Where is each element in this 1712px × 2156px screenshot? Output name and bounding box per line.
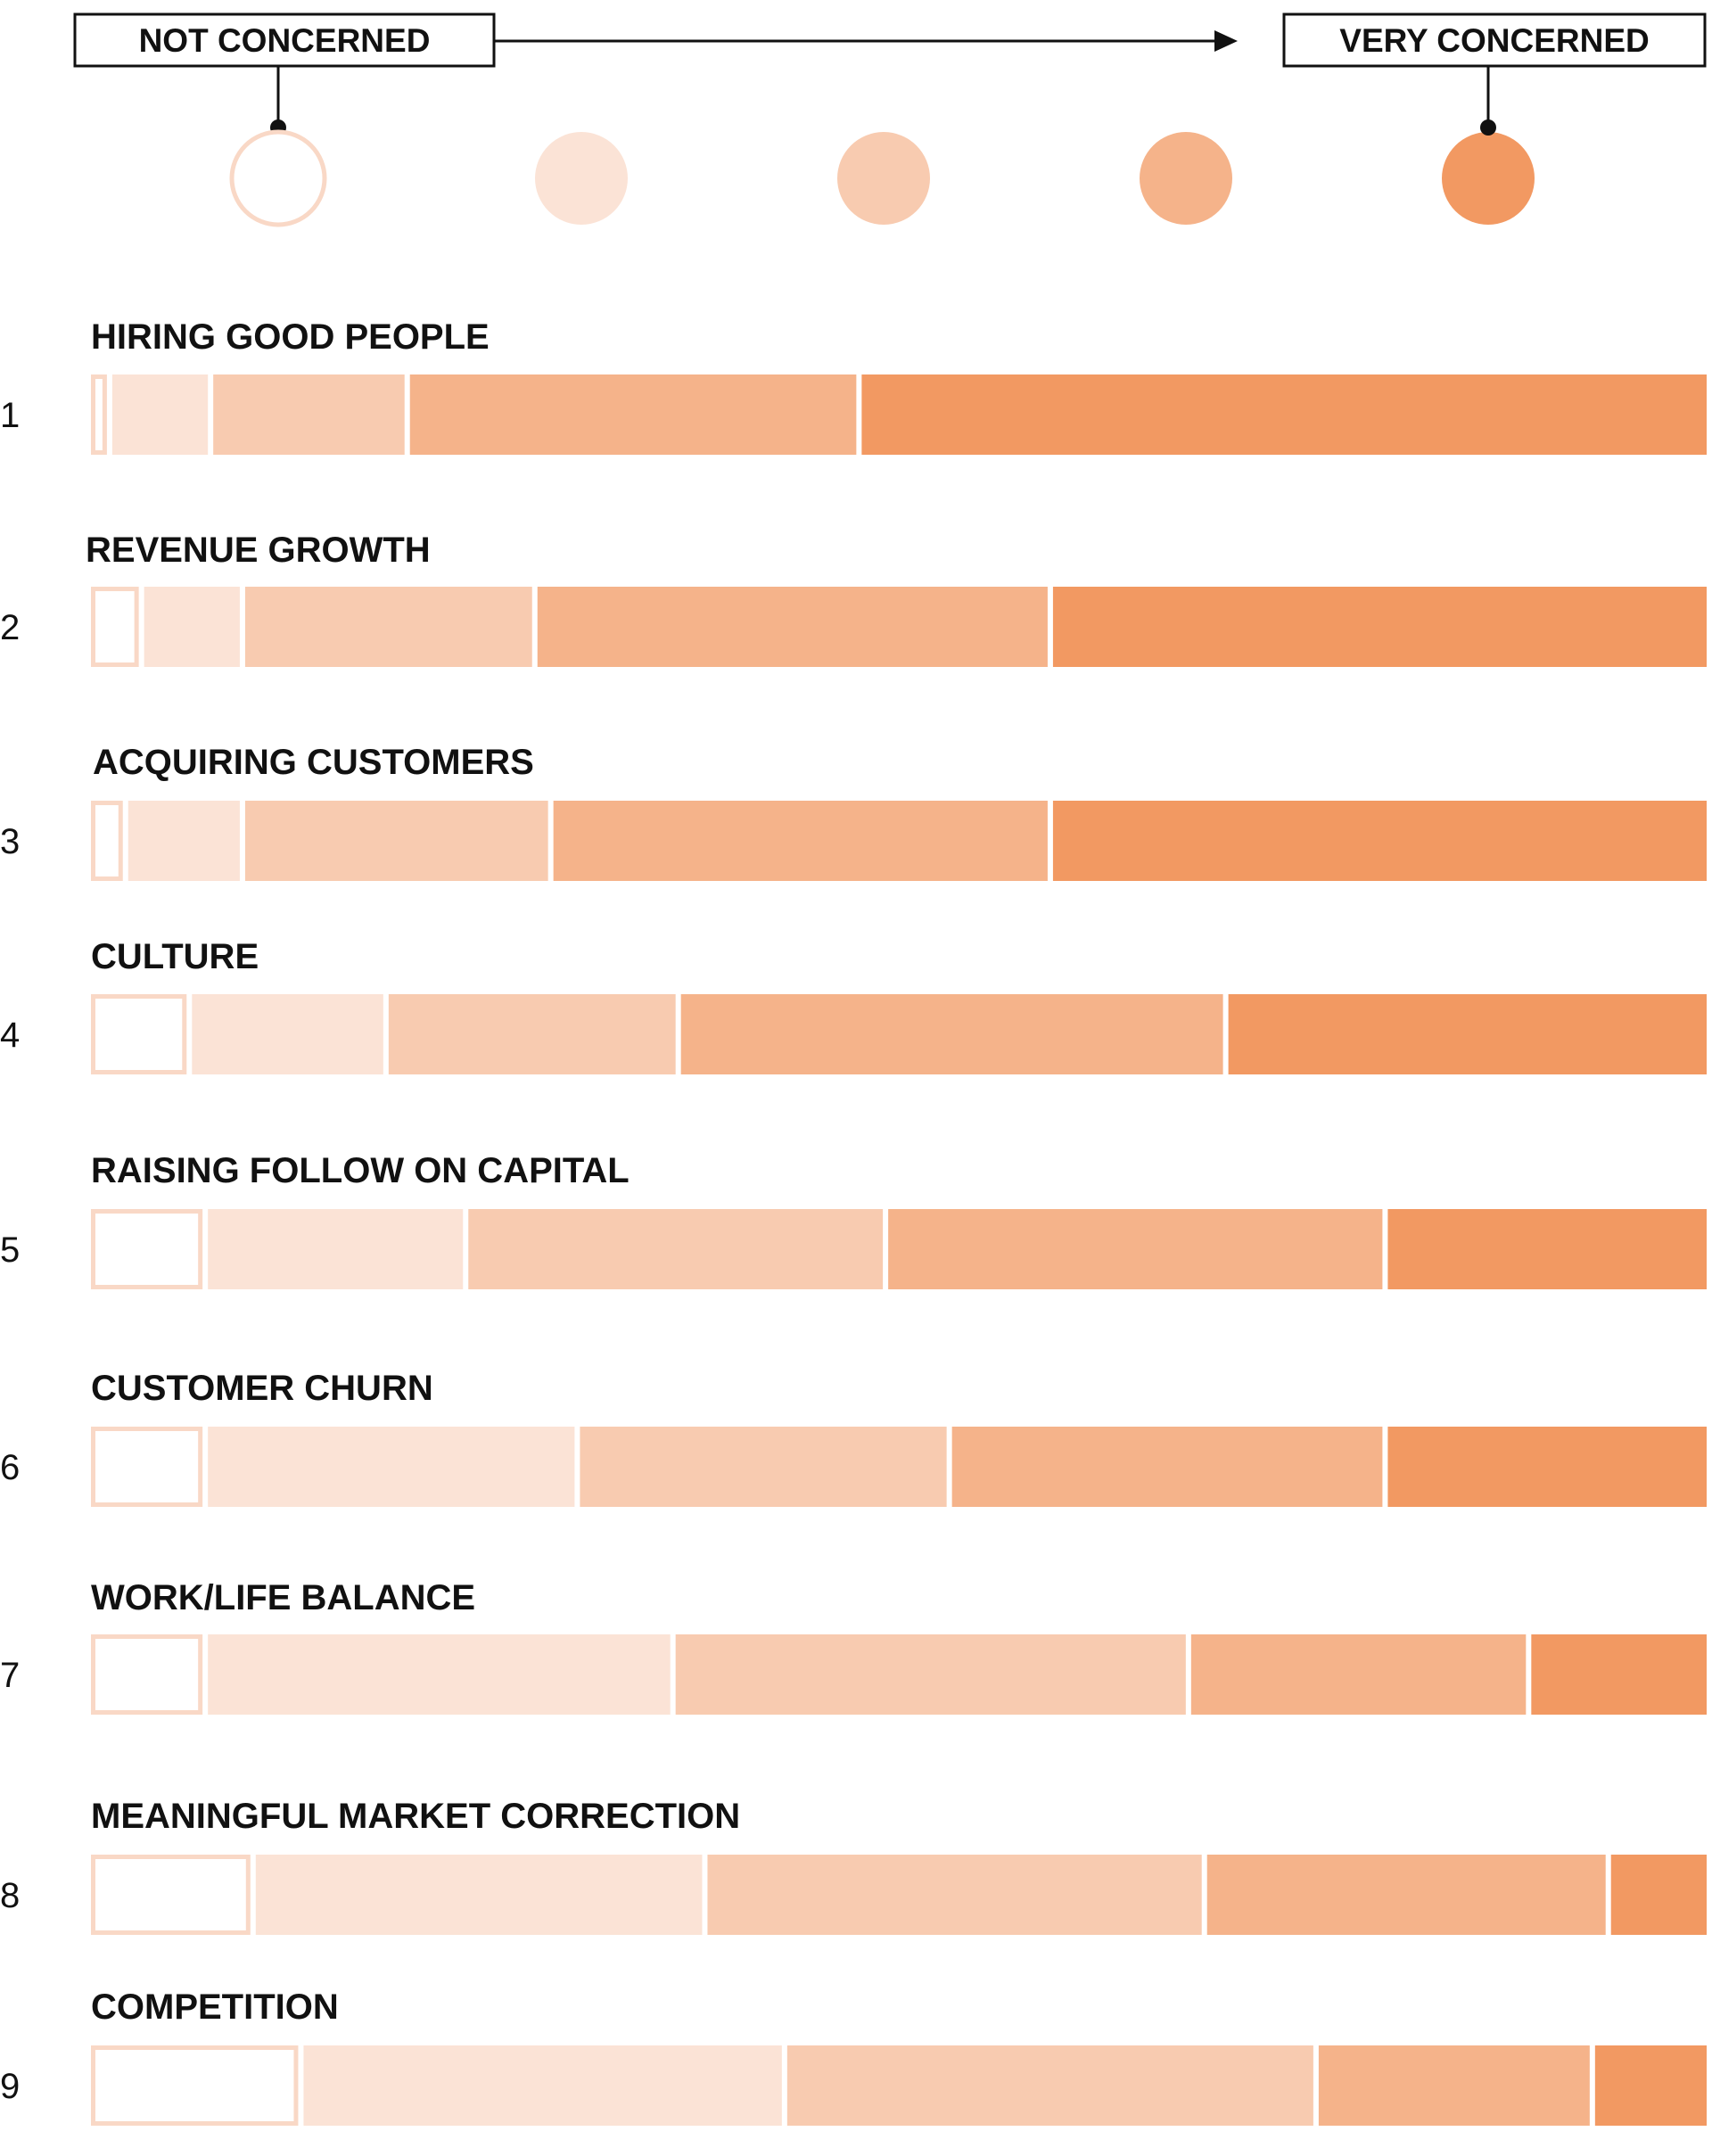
bar-segment-level-3	[786, 2045, 1313, 2126]
bar-segment-level-4	[1190, 1634, 1527, 1715]
bar-row: RAISING FOLLOW ON CAPITAL 5	[0, 1151, 1707, 1289]
legend-scale-circle-4	[1140, 132, 1232, 225]
bar-segment-level-1	[91, 1209, 203, 1289]
bar-segment-level-3	[675, 1634, 1186, 1715]
legend: NOT CONCERNED VERY CONCERNED	[73, 12, 1707, 227]
bar-segment-level-3	[244, 587, 532, 667]
rank-number: 6	[0, 1448, 20, 1487]
bar-row: COMPETITION 9	[0, 1987, 1707, 2126]
bar-segment-level-5	[1594, 2045, 1707, 2126]
bar-rows: HIRING GOOD PEOPLE 1 REVENUE GROWTH 2 ACQUIR…	[0, 317, 1707, 2126]
bar-segment-level-1	[91, 2045, 299, 2126]
bar-segment-level-2	[208, 1634, 671, 1715]
category-label: ACQUIRING CUSTOMERS	[93, 743, 534, 782]
bar-segment-level-1	[91, 587, 139, 667]
legend-scale-circle-2	[535, 132, 628, 225]
bar-segment-level-5	[1052, 801, 1707, 881]
rank-number: 1	[0, 396, 20, 435]
legend-high-label: VERY CONCERNED	[1339, 22, 1649, 59]
legend-low-box	[73, 12, 496, 68]
category-label: REVENUE GROWTH	[86, 531, 431, 570]
legend-high-box	[1282, 12, 1707, 68]
legend-scale-circle-3	[837, 132, 930, 225]
legend-arrow-head	[1214, 30, 1238, 52]
bar-segment-level-1	[91, 1855, 251, 1935]
bar-segment-level-2	[208, 1427, 575, 1507]
bar-segment-level-2	[111, 374, 209, 455]
bar-segment-level-1	[91, 801, 123, 881]
bar-segment-level-1	[91, 374, 107, 455]
rank-number: 3	[0, 822, 20, 861]
bar-row: HIRING GOOD PEOPLE 1	[0, 317, 1707, 455]
bar-segment-level-4	[1318, 2045, 1590, 2126]
bar-segment-level-4	[409, 374, 857, 455]
category-label: MEANINGFUL MARKET CORRECTION	[91, 1797, 740, 1836]
bar-segment-level-5	[1387, 1209, 1707, 1289]
bar-segment-level-2	[144, 587, 240, 667]
bar-segment-level-4	[553, 801, 1048, 881]
category-label: CULTURE	[91, 937, 259, 976]
bar-row: CULTURE 4	[0, 937, 1707, 1074]
bar-segment-level-5	[1228, 994, 1707, 1074]
bar-row: ACQUIRING CUSTOMERS 3	[0, 743, 1707, 881]
bar-segment-level-3	[388, 994, 676, 1074]
bar-segment-level-1	[91, 994, 187, 1074]
bar-segment-level-2	[303, 2045, 782, 2126]
category-label: WORK/LIFE BALANCE	[91, 1578, 475, 1617]
bar-segment-level-4	[680, 994, 1223, 1074]
category-label: HIRING GOOD PEOPLE	[91, 317, 490, 357]
bar-row: WORK/LIFE BALANCE 7	[0, 1578, 1707, 1715]
category-label: COMPETITION	[91, 1987, 339, 2027]
bar-row: MEANINGFUL MARKET CORRECTION 8	[0, 1797, 1707, 1935]
bar-segment-level-5	[1052, 587, 1707, 667]
rank-number: 5	[0, 1230, 20, 1270]
bar-segment-level-3	[707, 1855, 1202, 1935]
legend-scale-circle-1	[229, 129, 327, 227]
bar-segment-level-3	[244, 801, 548, 881]
rank-number: 8	[0, 1876, 20, 1915]
bar-segment-level-5	[1387, 1427, 1707, 1507]
bar-segment-level-1	[91, 1634, 203, 1715]
legend-scale	[229, 129, 1535, 227]
bar-segment-level-3	[213, 374, 405, 455]
bar-segment-level-3	[580, 1427, 947, 1507]
bar-row: REVENUE GROWTH 2	[0, 531, 1707, 667]
bar-segment-level-2	[128, 801, 240, 881]
rank-number: 7	[0, 1656, 20, 1695]
bar-segment-level-5	[861, 374, 1707, 455]
bar-segment-level-2	[255, 1855, 703, 1935]
bar-segment-level-4	[888, 1209, 1383, 1289]
legend-scale-circle-5	[1442, 132, 1535, 225]
bar-segment-level-2	[192, 994, 383, 1074]
bar-segment-level-3	[468, 1209, 884, 1289]
bar-segment-level-4	[951, 1427, 1383, 1507]
bar-segment-level-1	[91, 1427, 203, 1507]
bar-segment-level-2	[208, 1209, 464, 1289]
bar-segment-level-5	[1610, 1855, 1707, 1935]
legend-low-label: NOT CONCERNED	[139, 22, 431, 59]
bar-segment-level-5	[1531, 1634, 1707, 1715]
legend-high-dot	[1480, 119, 1496, 136]
rank-number: 2	[0, 608, 20, 647]
bar-row: CUSTOMER CHURN 6	[0, 1369, 1707, 1507]
bar-segment-level-4	[537, 587, 1048, 667]
bar-segment-level-4	[1206, 1855, 1606, 1935]
category-label: CUSTOMER CHURN	[91, 1369, 433, 1408]
category-label: RAISING FOLLOW ON CAPITAL	[91, 1151, 630, 1190]
rank-number: 4	[0, 1016, 20, 1055]
rank-number: 9	[0, 2067, 20, 2106]
